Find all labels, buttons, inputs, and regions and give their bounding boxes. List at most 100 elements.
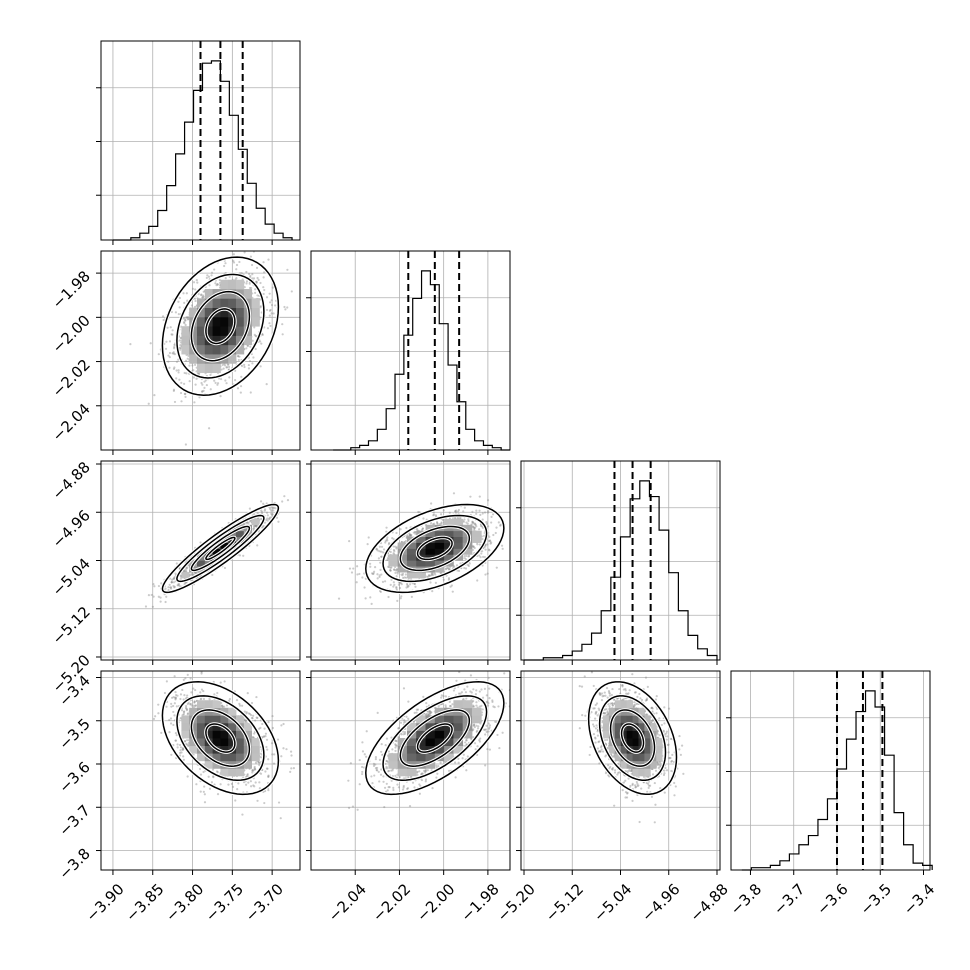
sample-point — [611, 702, 614, 705]
sample-point — [634, 785, 638, 789]
sample-point — [375, 547, 378, 550]
sample-point — [275, 516, 279, 519]
sample-point — [223, 566, 227, 570]
density-content — [337, 492, 506, 606]
sample-point — [594, 736, 597, 739]
sample-point — [594, 711, 597, 714]
sample-point — [395, 568, 398, 572]
sample-point — [484, 728, 488, 731]
sample-point — [472, 525, 475, 529]
sample-point — [452, 689, 456, 692]
sample-point — [398, 586, 402, 590]
sample-point — [159, 600, 162, 603]
density-content — [578, 671, 685, 824]
density-cell — [434, 715, 445, 724]
sample-point — [473, 526, 476, 529]
sample-point — [190, 573, 193, 577]
sample-point — [183, 317, 186, 320]
density-cell — [212, 335, 221, 346]
sample-point — [190, 691, 193, 694]
sample-point — [395, 586, 398, 589]
sample-point — [363, 586, 366, 589]
sample-point — [253, 512, 256, 516]
density-cell — [638, 753, 645, 762]
sample-point — [399, 721, 403, 724]
sample-point — [638, 820, 641, 824]
density-cell — [236, 768, 245, 777]
density-cell — [212, 753, 221, 762]
sample-point — [200, 688, 204, 691]
sample-point — [215, 284, 218, 287]
sample-point — [168, 340, 172, 343]
sample-point — [465, 554, 468, 558]
sample-point — [189, 703, 192, 706]
sample-point — [289, 770, 292, 773]
sample-point — [376, 573, 379, 576]
sample-point — [380, 545, 384, 548]
sample-point — [179, 347, 182, 350]
sample-point — [150, 593, 153, 597]
density-cell — [236, 730, 245, 739]
sample-point — [245, 270, 248, 274]
sample-point — [484, 764, 487, 767]
sample-point — [596, 730, 599, 733]
sample-point — [431, 523, 435, 526]
sample-point — [379, 590, 382, 593]
sample-point — [485, 521, 488, 524]
sample-point — [237, 355, 240, 358]
sample-point — [184, 443, 187, 446]
sample-point — [401, 788, 405, 791]
density-cell — [416, 572, 426, 579]
sample-point — [386, 558, 389, 562]
sample-point — [472, 728, 475, 731]
sample-point — [270, 506, 273, 509]
sample-point — [207, 775, 210, 778]
sample-point — [636, 695, 639, 698]
sample-point — [487, 548, 490, 551]
density-cell — [251, 518, 260, 526]
sample-point — [172, 584, 175, 588]
sample-point — [486, 700, 489, 703]
sample-point — [237, 782, 240, 785]
density-cell — [644, 768, 651, 777]
sample-point — [157, 584, 161, 588]
y-tick-label: −3.8 — [55, 845, 93, 883]
sample-point — [271, 726, 274, 730]
sample-point — [491, 700, 494, 704]
sample-point — [594, 712, 597, 715]
sample-point — [256, 276, 259, 280]
density-cell — [388, 760, 399, 769]
sample-point — [225, 704, 229, 707]
sample-point — [254, 781, 257, 784]
sample-point — [272, 762, 276, 765]
sample-point — [361, 576, 364, 579]
sample-point — [478, 495, 481, 498]
sample-point — [388, 786, 391, 789]
sample-point — [604, 708, 607, 711]
sample-point — [624, 791, 628, 794]
sample-point — [602, 694, 605, 697]
sample-point — [590, 671, 594, 674]
sample-point — [608, 694, 611, 697]
sample-point — [603, 712, 606, 715]
sample-point — [486, 499, 490, 502]
sample-point — [378, 545, 382, 548]
sample-point — [473, 528, 476, 532]
sample-point — [634, 786, 637, 789]
density-cell — [638, 768, 645, 777]
sample-point — [411, 781, 415, 784]
sample-point — [647, 782, 650, 785]
sample-point — [205, 276, 208, 280]
density-cell — [212, 722, 221, 731]
sample-point — [667, 743, 670, 746]
sample-point — [251, 769, 254, 772]
sample-point — [356, 808, 359, 811]
density-cell — [228, 707, 237, 716]
sample-point — [188, 364, 191, 367]
sample-point — [254, 524, 257, 527]
sample-point — [495, 526, 498, 529]
sample-point — [387, 750, 390, 753]
sample-point — [370, 602, 373, 606]
sample-point — [473, 522, 476, 525]
sample-point — [617, 762, 620, 765]
